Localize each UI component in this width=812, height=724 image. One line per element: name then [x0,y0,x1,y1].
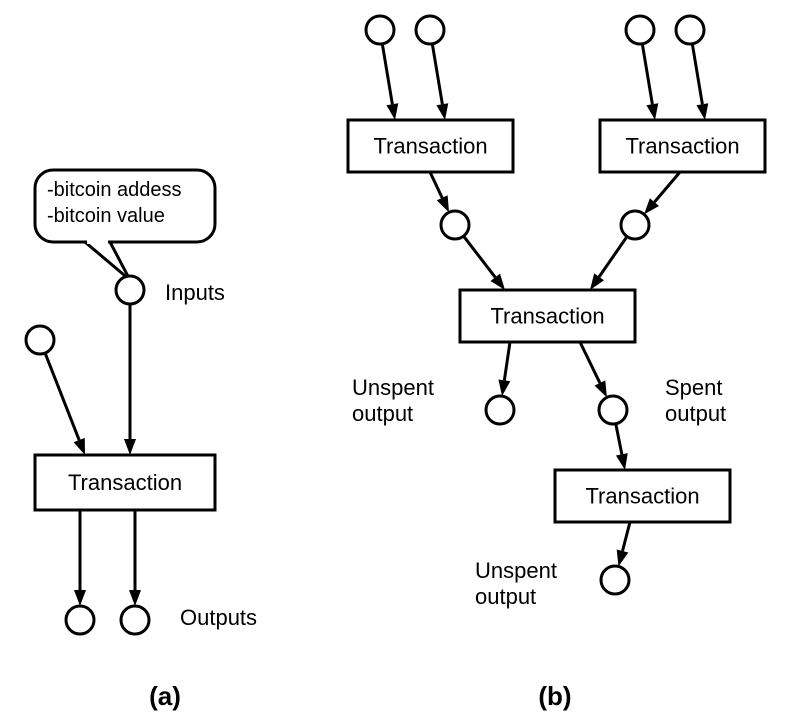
panel-a-edge-out2-head [129,590,141,606]
spent-output-label-2: output [665,401,726,426]
panel-b-edge-1-head [436,103,448,120]
panel-b-edge-6 [464,236,496,277]
panel-b-edge-10-head [616,453,628,470]
inputs-label: Inputs [165,280,225,305]
panel-a-edge-in2-head [124,439,136,455]
panel-b-tx1-box-label: Transaction [373,134,487,159]
unspent-output-label-1-1: Unspent [352,375,434,400]
panel-b-edge-7-head [590,273,604,290]
panel-a-input-node-2 [116,276,144,304]
panel-b-edge-9 [580,342,600,383]
panel-a-edge-out1-head [74,590,86,606]
panel-b-tx4-box-label: Transaction [585,484,699,509]
panel-b-edge-11 [623,522,630,551]
unspent-output-label-2-1: Unspent [475,558,557,583]
panel-b-edge-3 [692,44,702,104]
panel-b-tx2-box-label: Transaction [625,134,739,159]
panel-b-node-t1_out [441,211,469,239]
panel-b-edge-8-head [498,379,510,396]
unspent-output-label-2-2: output [475,584,536,609]
speech-bubble-line-1: -bitcoin value [47,205,165,227]
speech-bubble-tail [85,242,130,280]
panel-a-edge-in1-head [74,438,85,455]
panel-b-edge-0 [382,44,392,104]
speech-bubble-line-0: -bitcoin addess [47,179,182,201]
panel-b-edge-9-head [595,380,607,397]
spent-output-label-1: Spent [665,375,723,400]
panel-b-edge-11-head [617,549,629,566]
panel-b-node-t2_in1 [626,16,654,44]
unspent-output-label-1-2: output [352,401,413,426]
panel-b-node-t1_in1 [366,16,394,44]
panel-a-caption: (a) [149,681,181,711]
outputs-label: Outputs [180,605,257,630]
panel-b-edge-4 [430,172,442,198]
panel-b-edge-7 [599,237,627,277]
panel-a-output-node-2 [121,606,149,634]
panel-b-edge-8 [504,342,510,380]
panel-b-edge-1 [432,44,442,104]
transaction-diagram: -bitcoin addess -bitcoin value Transaction… [0,0,812,719]
panel-b-caption: (b) [538,681,571,711]
panel-b-edge-3-head [696,103,708,120]
panel-b-node-t2_in2 [676,16,704,44]
panel-a-transaction-box-label: Transaction [68,470,182,495]
panel-a-output-node-1 [66,606,94,634]
panel-b-edge-5 [654,172,680,202]
panel-a-input-node-1 [26,326,54,354]
panel-b-node-bot_out [601,566,629,594]
panel-b-node-t1_in2 [416,16,444,44]
panel-b-tx3-box-label: Transaction [490,304,604,329]
panel-b-node-mid_out_l [486,396,514,424]
panel-b-edge-10 [616,424,622,455]
panel-b-edge-2-head [646,103,658,120]
panel-b-edge-4-head [437,195,449,212]
panel-b-node-mid_out_r [599,396,627,424]
panel-b-edge-2 [642,44,652,104]
panel-b-edge-0-head [386,103,398,120]
panel-a-edge-in1 [45,353,79,440]
panel-b-node-t2_out [621,211,649,239]
